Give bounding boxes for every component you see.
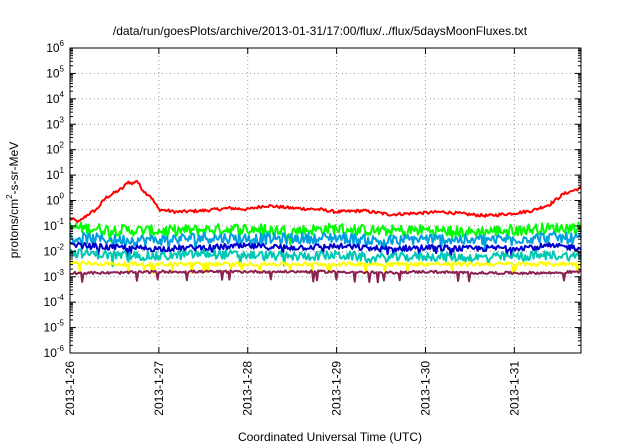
y-tick-label-exp: 5 <box>60 64 65 73</box>
series-line <box>69 260 582 275</box>
y-tick-label-base: 10 <box>46 168 60 182</box>
y-tick-label-exp: -3 <box>57 268 65 277</box>
y-tick-label-base: 10 <box>44 321 58 335</box>
y-tick-labels: 10-610-510-410-310-210-11001011021031041… <box>44 39 65 360</box>
y-axis-title: protons/cm2-s-sr-MeV <box>5 142 21 258</box>
y-tick-label: 10-2 <box>44 242 65 258</box>
y-tick-label-exp: -1 <box>57 217 65 226</box>
y-tick-label: 106 <box>46 39 64 55</box>
y-tick-label-exp: 4 <box>60 90 65 99</box>
y-tick-label-exp: 0 <box>60 192 65 201</box>
y-tick-label-exp: 3 <box>60 115 65 124</box>
y-tick-label: 104 <box>46 90 64 106</box>
y-tick-label-base: 10 <box>44 295 58 309</box>
series-line <box>69 179 582 224</box>
series-line <box>69 231 582 253</box>
data-series <box>69 179 582 284</box>
y-tick-label-base: 10 <box>46 41 60 55</box>
y-axis-title-base: protons/cm <box>7 199 21 258</box>
y-tick-label: 100 <box>46 192 64 208</box>
x-tick-label: 2013-1-27 <box>152 361 166 416</box>
series-line <box>69 241 582 259</box>
x-tick-label: 2013-1-28 <box>241 361 255 416</box>
y-tick-label: 105 <box>46 64 64 80</box>
y-tick-label-exp: -6 <box>57 344 65 353</box>
y-tick-label-exp: 6 <box>60 39 65 48</box>
x-tick-label: 2013-1-31 <box>507 361 521 416</box>
y-tick-label-base: 10 <box>44 244 58 258</box>
x-tick-label: 2013-1-26 <box>63 361 77 416</box>
x-axis-title: Coordinated Universal Time (UTC) <box>238 430 422 444</box>
y-tick-label: 10-4 <box>44 293 65 309</box>
y-tick-label: 10-6 <box>44 344 65 360</box>
y-tick-label: 10-5 <box>44 319 65 335</box>
y-tick-label-base: 10 <box>46 92 60 106</box>
y-tick-label-base: 10 <box>44 219 58 233</box>
y-tick-label-base: 10 <box>44 270 58 284</box>
y-axis-title-rest: -s-sr-MeV <box>7 142 21 195</box>
y-tick-label-base: 10 <box>44 346 58 360</box>
y-tick-label: 102 <box>46 141 64 157</box>
y-tick-label-exp: -2 <box>57 242 65 251</box>
y-tick-label-exp: -4 <box>57 293 65 302</box>
y-tick-label-base: 10 <box>46 143 60 157</box>
y-tick-label: 101 <box>46 166 64 182</box>
series-line <box>70 269 582 284</box>
y-tick-label: 10-3 <box>44 268 65 284</box>
series-line <box>69 248 582 268</box>
y-tick-label-exp: 2 <box>60 141 65 150</box>
x-tick-labels: 2013-1-26 2013-1-27 2013-1-28 2013-1-29 2013… <box>63 361 521 416</box>
x-tick-label: 2013-1-29 <box>330 361 344 416</box>
tick-marks <box>69 47 581 354</box>
y-tick-label-exp: 1 <box>60 166 65 175</box>
series-line <box>69 221 582 246</box>
y-tick-label: 10-1 <box>44 217 65 233</box>
x-tick-label: 2013-1-30 <box>418 361 432 416</box>
y-tick-label-base: 10 <box>46 194 60 208</box>
y-axis-title-sup: 2 <box>5 194 14 199</box>
grid-lines <box>70 48 581 353</box>
y-tick-label-base: 10 <box>46 66 60 80</box>
y-tick-label: 103 <box>46 115 64 131</box>
y-tick-label-exp: -5 <box>57 319 65 328</box>
chart-title: /data/run/goesPlots/archive/2013-01-31/1… <box>113 24 528 38</box>
y-tick-label-base: 10 <box>46 117 60 131</box>
